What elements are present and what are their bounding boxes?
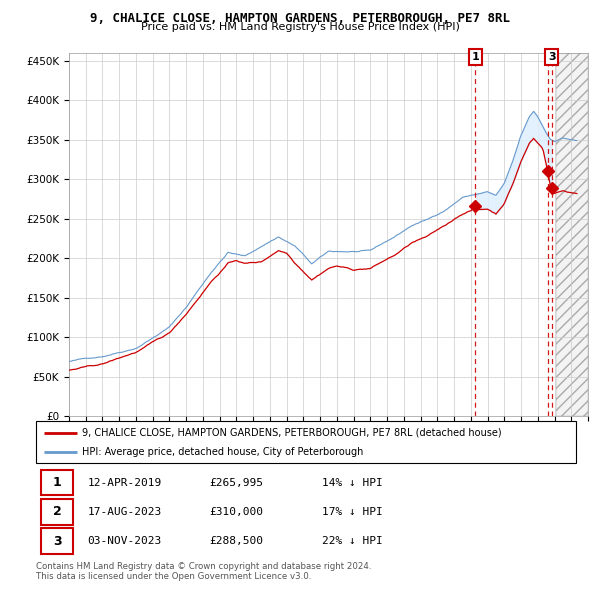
Text: Contains HM Land Registry data © Crown copyright and database right 2024.: Contains HM Land Registry data © Crown c…: [36, 562, 371, 571]
Bar: [41, 470, 73, 496]
Bar: [556, 53, 588, 416]
Text: 03-NOV-2023: 03-NOV-2023: [88, 536, 161, 546]
Text: 14% ↓ HPI: 14% ↓ HPI: [322, 477, 383, 487]
Text: 17% ↓ HPI: 17% ↓ HPI: [322, 507, 383, 517]
Text: £288,500: £288,500: [209, 536, 263, 546]
Text: HPI: Average price, detached house, City of Peterborough: HPI: Average price, detached house, City…: [82, 447, 363, 457]
Text: 17-AUG-2023: 17-AUG-2023: [88, 507, 161, 517]
Text: This data is licensed under the Open Government Licence v3.0.: This data is licensed under the Open Gov…: [36, 572, 311, 581]
Text: 9, CHALICE CLOSE, HAMPTON GARDENS, PETERBOROUGH, PE7 8RL (detached house): 9, CHALICE CLOSE, HAMPTON GARDENS, PETER…: [82, 428, 502, 438]
Text: 1: 1: [53, 476, 61, 489]
Bar: [556, 53, 588, 416]
Text: 3: 3: [53, 535, 61, 548]
Text: 1: 1: [472, 52, 479, 62]
Text: 22% ↓ HPI: 22% ↓ HPI: [322, 536, 383, 546]
Text: 3: 3: [548, 52, 556, 62]
Text: 2: 2: [53, 505, 61, 519]
Bar: [41, 528, 73, 554]
Text: £265,995: £265,995: [209, 477, 263, 487]
Bar: [41, 499, 73, 525]
Text: 12-APR-2019: 12-APR-2019: [88, 477, 161, 487]
Text: £310,000: £310,000: [209, 507, 263, 517]
Text: 9, CHALICE CLOSE, HAMPTON GARDENS, PETERBOROUGH, PE7 8RL: 9, CHALICE CLOSE, HAMPTON GARDENS, PETER…: [90, 12, 510, 25]
Text: Price paid vs. HM Land Registry's House Price Index (HPI): Price paid vs. HM Land Registry's House …: [140, 22, 460, 32]
